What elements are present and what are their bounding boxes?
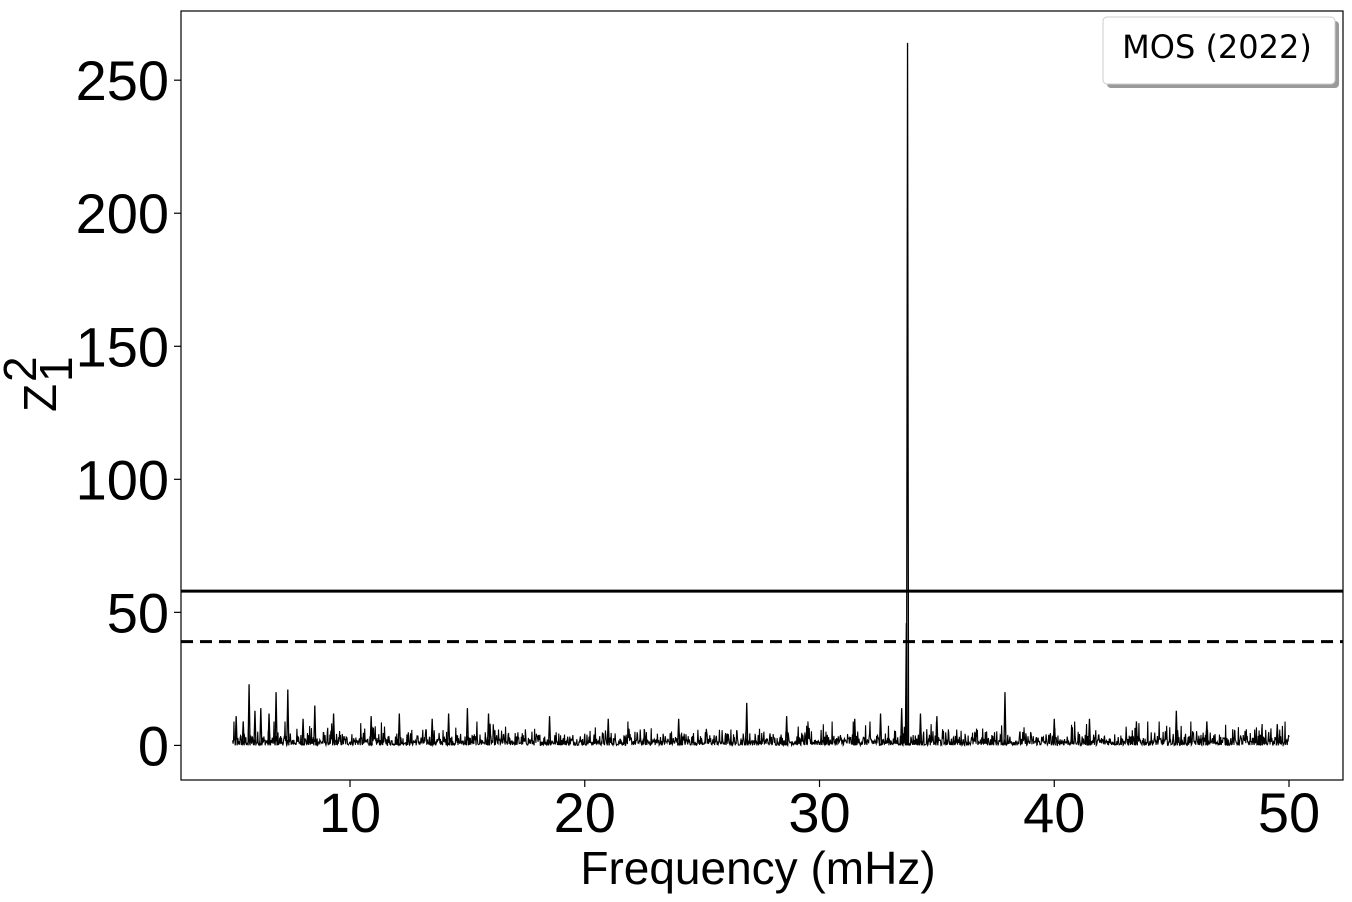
signal-peak xyxy=(745,702,749,746)
signal-peak xyxy=(430,718,434,746)
signal-peak xyxy=(247,684,251,746)
x-tick-label: 50 xyxy=(1258,781,1320,844)
y-tick-label: 0 xyxy=(138,714,169,777)
signal-peak xyxy=(313,705,317,746)
x-tick-label: 10 xyxy=(319,781,381,844)
y-axis-label: Z21 xyxy=(0,356,82,412)
y-tick-label: 250 xyxy=(76,49,169,112)
noise-trace xyxy=(232,721,1290,748)
x-tick-label: 20 xyxy=(554,781,616,844)
signal-peak xyxy=(1174,710,1178,746)
signal-peak xyxy=(606,718,610,746)
signal-peak xyxy=(1205,721,1209,746)
threshold-lines xyxy=(181,589,1343,644)
y-tick-label: 50 xyxy=(107,581,169,644)
signal-peak xyxy=(935,716,939,746)
signal-peak xyxy=(446,713,451,746)
signal-peak xyxy=(267,713,271,746)
y-axis-ticks: 0 50 100 150 200 250 xyxy=(76,49,181,777)
signal-peak xyxy=(274,692,278,746)
y-axis-label-text: Z xyxy=(14,384,66,412)
signal-peak xyxy=(784,716,789,746)
signal-peak xyxy=(286,689,290,746)
signal-peak xyxy=(397,713,401,746)
legend: MOS (2022) xyxy=(1102,16,1339,88)
signal-peak xyxy=(259,708,263,746)
signal-peak xyxy=(301,718,305,746)
x-axis-ticks: 10 20 30 40 50 xyxy=(319,780,1320,844)
signal-peak xyxy=(486,713,491,746)
signal-peak xyxy=(878,713,883,746)
signal-peak xyxy=(253,710,257,746)
signal-peak xyxy=(465,708,470,746)
signal-peak xyxy=(904,623,909,746)
y-tick-label: 100 xyxy=(76,448,169,511)
signal-peak xyxy=(853,718,857,746)
x-tick-label: 40 xyxy=(1023,781,1085,844)
signal-peak xyxy=(1003,692,1007,746)
signal-peak xyxy=(900,708,904,746)
signal-peak xyxy=(918,713,923,746)
z2-signal-series xyxy=(232,42,1290,748)
signal-peak xyxy=(369,716,373,746)
signal-peak xyxy=(547,716,552,746)
signal-peak xyxy=(905,42,910,746)
signal-peak xyxy=(1052,718,1056,746)
y-axis-label-base: Z xyxy=(14,384,66,412)
y-axis-label-sub: 1 xyxy=(30,356,82,382)
signal-peak xyxy=(1087,718,1092,746)
x-tick-label: 30 xyxy=(788,781,850,844)
y-axis-label-sup: 2 xyxy=(0,356,46,382)
plot-frame xyxy=(180,10,1344,781)
signal-peak xyxy=(241,721,245,746)
y-tick-label: 150 xyxy=(76,315,169,378)
legend-label: MOS (2022) xyxy=(1122,28,1312,66)
y-tick-label: 200 xyxy=(76,182,169,245)
legend-box xyxy=(1102,16,1336,85)
signal-peak xyxy=(1134,721,1139,746)
x-axis-label: Frequency (mHz) xyxy=(580,842,935,894)
signal-peak xyxy=(234,716,238,746)
signal-peak xyxy=(677,718,681,746)
signal-peak xyxy=(331,713,336,746)
signal-peak xyxy=(1275,724,1279,746)
